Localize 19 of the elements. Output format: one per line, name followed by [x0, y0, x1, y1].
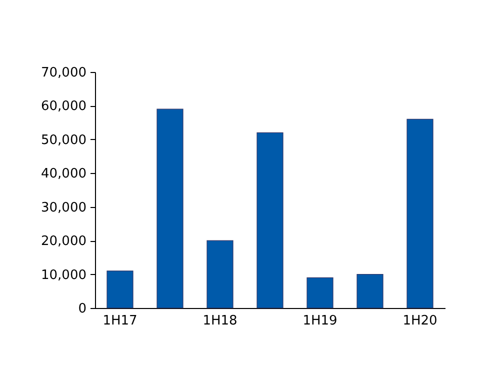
y-tick-label: 70,000	[41, 66, 86, 80]
y-tick-label: 10,000	[41, 268, 86, 283]
bar	[156, 108, 184, 308]
bar	[406, 118, 434, 308]
bar	[256, 132, 284, 308]
bar	[206, 240, 234, 308]
x-tick-label: 1H17	[102, 314, 138, 328]
y-tick-label: 20,000	[41, 234, 86, 250]
bar	[306, 277, 334, 308]
x-tick-label: 1H18	[202, 314, 238, 328]
y-tick-label: 60,000	[41, 99, 86, 114]
y-tick-label: 40,000	[41, 166, 86, 182]
y-tick-label: 0	[78, 302, 86, 316]
bar	[106, 270, 134, 308]
y-tick-label: 30,000	[41, 200, 86, 216]
y-tick-label: 50,000	[41, 132, 86, 148]
bar	[356, 274, 384, 308]
x-tick-label: 1H20	[402, 314, 438, 328]
x-tick-label: 1H19	[302, 314, 338, 328]
